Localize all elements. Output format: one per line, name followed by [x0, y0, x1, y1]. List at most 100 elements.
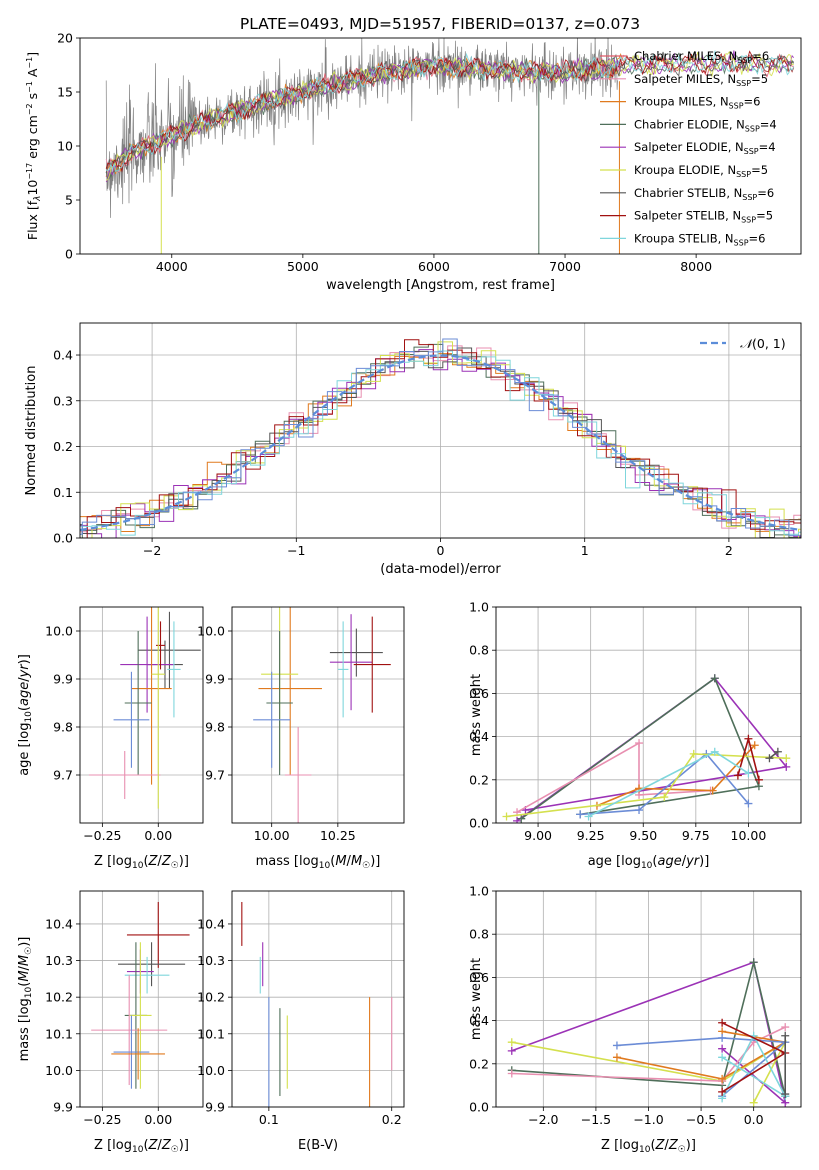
mass-weight-lines: [502, 674, 791, 823]
error-bar-point: [120, 616, 174, 713]
data-point-marker: [507, 1069, 516, 1078]
axes-frame: [79, 37, 802, 255]
y-tick-label: 1.0: [469, 884, 489, 899]
error-bar-point: [126, 901, 190, 968]
y-tick-label: 10.3: [197, 953, 225, 968]
legend-label: Salpeter ELODIE, NSSP=4: [634, 140, 776, 156]
error-bar-point: [253, 671, 291, 768]
x-tick-label: 9.00: [524, 828, 552, 843]
error-bar-point: [124, 631, 152, 775]
x-tick-label: −0.25: [83, 1112, 121, 1127]
error-bar-point: [151, 607, 165, 809]
data-point-marker: [718, 1044, 727, 1053]
y-tick-label: 0.4: [53, 348, 73, 363]
data-point-marker: [718, 1087, 727, 1096]
y-tick-label: 10.2: [197, 990, 225, 1005]
y-tick-label: 5: [65, 193, 73, 208]
y-tick-label: 0.4: [469, 1013, 489, 1028]
x-tick-label: 0.00: [144, 1112, 172, 1127]
y-tick-label: 0.0: [469, 816, 489, 831]
y-tick-label: 0.2: [53, 439, 73, 454]
data-point-marker: [750, 741, 759, 750]
data-point-marker: [576, 810, 585, 819]
x-tick-label: 10.00: [254, 828, 290, 843]
error-bar-point: [156, 621, 165, 670]
y-tick-label: 0.1: [53, 485, 73, 500]
axes-frame: [231, 890, 405, 1108]
x-tick-label: −0.5: [686, 1112, 716, 1127]
y-tick-label: 9.9: [205, 1100, 225, 1115]
y-tick-label: 10.0: [197, 624, 225, 639]
error-bar-point: [353, 616, 391, 713]
y-tick-label: 10.1: [197, 1026, 225, 1041]
data-point-marker: [718, 1053, 727, 1062]
x-tick-label: 9.50: [629, 828, 657, 843]
x-axis-label: Z [log10(Z/Z☉)]: [94, 1138, 189, 1155]
x-axis-label: E(B-V): [298, 1138, 338, 1153]
y-axis-label: Flux [fλ10−17 erg cm−2 s−1 A−1]: [25, 52, 43, 240]
figure-title: PLATE=0493, MJD=51957, FIBERID=0137, z=0…: [240, 15, 640, 33]
axes-frame: [495, 890, 802, 1108]
x-tick-label: 0.0: [744, 1112, 764, 1127]
histograms: [80, 338, 801, 538]
series-line: [733, 734, 763, 784]
data-point-marker: [782, 754, 791, 763]
y-tick-label: 10.1: [45, 1026, 73, 1041]
x-tick-label: 4000: [156, 259, 188, 274]
mass-weight-vs-metallicity-panel: −2.0 −1.5 −1.0 −0.5 0.0 0.0 0.2 0.4 0.6 0.8 1.0 Z […: [469, 884, 802, 1155]
legend-label: Kroupa MILES, NSSP=6: [634, 95, 760, 111]
y-tick-label: 0: [65, 247, 73, 262]
error-bar-point: [138, 611, 201, 689]
y-tick-label: 9.9: [53, 672, 73, 687]
residual-histogram-panel: −2 −1 0 1 2 0.0 0.1 0.2 0.3 0.4 𝒩(0, 1) (data-model…: [24, 322, 802, 577]
spectrum-lines: [105, 38, 795, 254]
error-bar-point: [129, 942, 152, 1089]
y-tick-label: 0.8: [469, 927, 489, 942]
data-point-marker: [744, 769, 753, 778]
legend-label: Kroupa STELIB, NSSP=6: [634, 231, 765, 247]
data-point-marker: [612, 1041, 621, 1050]
x-tick-label: 9.25: [577, 828, 605, 843]
data-point-marker: [781, 1031, 790, 1040]
x-tick-label: 0: [437, 543, 445, 558]
y-tick-label: 10.0: [45, 624, 73, 639]
x-axis-label: (data-model)/error: [380, 562, 501, 577]
histogram-series: [80, 345, 801, 533]
series-line: [765, 747, 782, 763]
data-point-marker: [782, 762, 791, 771]
y-tick-label: 0.6: [469, 686, 489, 701]
axes-frame: [79, 890, 204, 1108]
axes-frame: [79, 606, 204, 824]
data-point-marker: [710, 674, 719, 683]
error-bar-point: [131, 607, 172, 785]
x-tick-label: 10.00: [731, 828, 767, 843]
data-point-marker: [502, 812, 511, 821]
y-tick-label: 10.0: [197, 1063, 225, 1078]
series-line: [781, 1031, 790, 1099]
data-point-marker: [507, 1046, 516, 1055]
x-tick-label: −2: [143, 543, 161, 558]
y-tick-label: 9.7: [53, 768, 73, 783]
x-tick-label: 8000: [680, 259, 712, 274]
axes-frame: [231, 606, 405, 824]
error-bar-point: [337, 621, 349, 718]
y-tick-label: 10.4: [197, 916, 225, 931]
legend-label: Chabrier STELIB, NSSP=6: [634, 186, 774, 202]
y-axis-label: mass [log10(M/M☉)]: [17, 937, 34, 1062]
y-tick-label: 0.3: [53, 393, 73, 408]
x-tick-label: 10.25: [320, 828, 356, 843]
error-bar-point: [118, 942, 186, 987]
histogram-series: [80, 341, 801, 538]
legend: Chabrier MILES, NSSP=6 Salpeter MILES, NS…: [600, 49, 777, 247]
legend-label: Chabrier ELODIE, NSSP=4: [634, 117, 777, 133]
y-tick-label: 10.2: [45, 990, 73, 1005]
series-line: [718, 1031, 790, 1103]
y-tick-label: 20: [57, 31, 73, 46]
y-tick-label: 0.0: [469, 1100, 489, 1115]
y-axis-label: mass weight: [469, 674, 484, 756]
x-axis-label: age [log10(age/yr)]: [588, 854, 710, 871]
error-bar-point: [258, 607, 322, 775]
legend-label: Salpeter MILES, NSSP=5: [634, 72, 768, 88]
data-point-marker: [765, 754, 774, 763]
y-tick-label: 10.0: [45, 1063, 73, 1078]
